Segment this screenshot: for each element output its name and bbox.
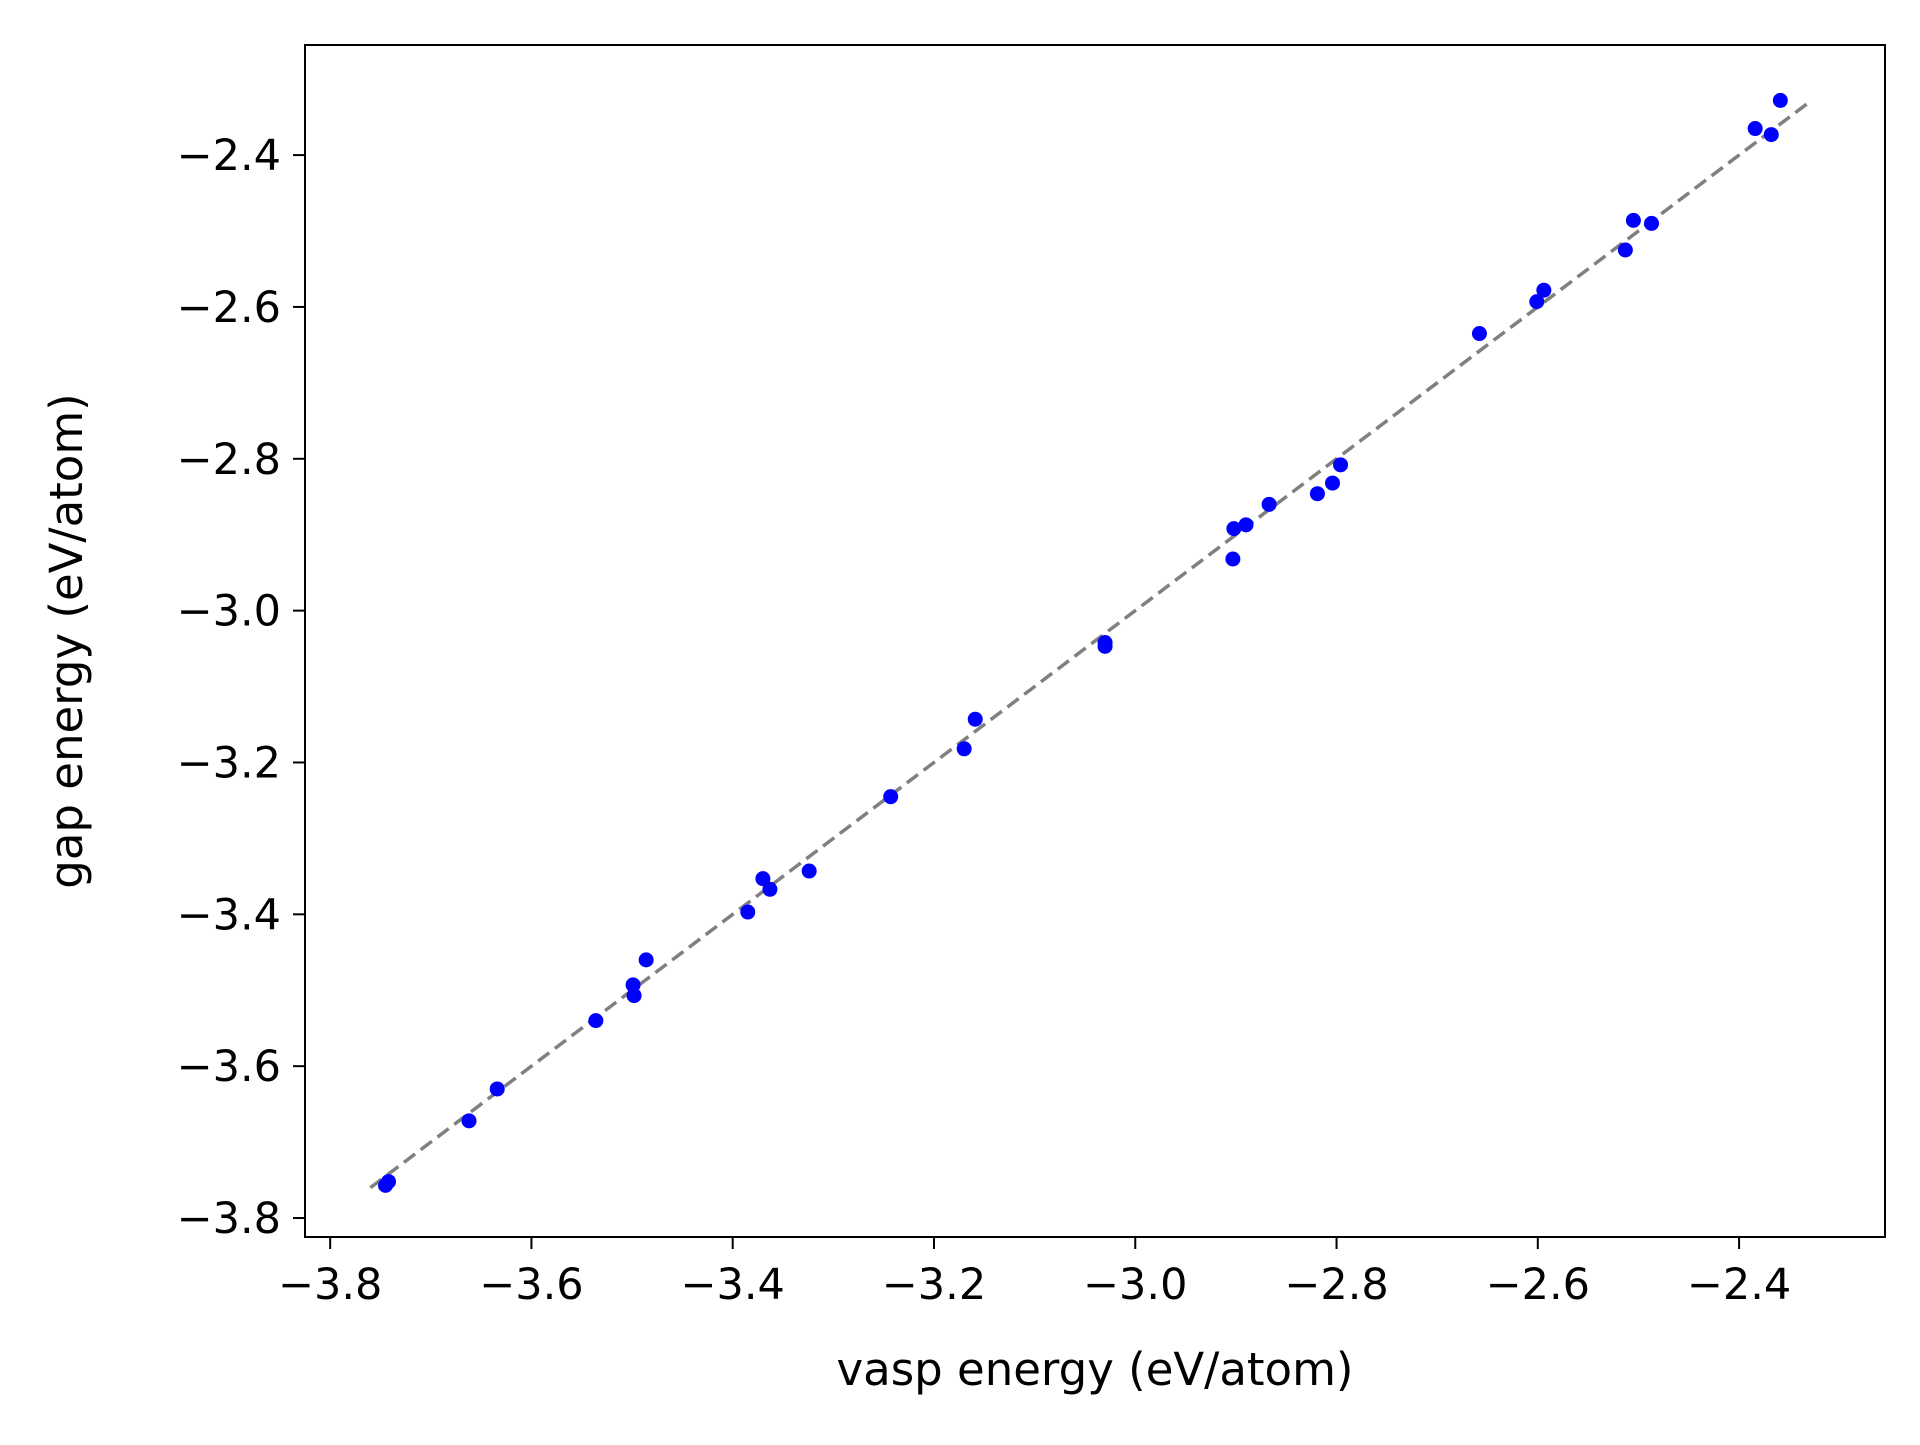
data-point-14 <box>956 741 972 757</box>
data-point-30 <box>1644 215 1660 231</box>
data-points <box>378 92 1788 1193</box>
reference-line <box>369 100 1811 1190</box>
data-point-17 <box>1097 638 1113 654</box>
x-tick-label: −2.8 <box>1284 1260 1388 1310</box>
plot-frame <box>304 44 1886 1238</box>
y-tick-label: −3.4 <box>177 890 281 940</box>
x-tick-label: −2.4 <box>1687 1260 1791 1310</box>
data-point-21 <box>1261 496 1277 512</box>
y-tick-label: −3.0 <box>177 587 281 637</box>
data-point-9 <box>740 904 756 920</box>
y-tick-label: −2.4 <box>177 131 281 181</box>
y-tick-label: −3.2 <box>177 738 281 788</box>
x-tick-label: −2.6 <box>1486 1260 1590 1310</box>
data-point-25 <box>1471 326 1487 342</box>
data-point-28 <box>1617 242 1633 258</box>
x-tick-label: −3.4 <box>680 1260 784 1310</box>
data-point-18 <box>1226 521 1242 537</box>
data-point-11 <box>762 881 778 897</box>
data-point-2 <box>378 1177 394 1193</box>
data-point-13 <box>883 789 899 805</box>
data-point-20 <box>1225 551 1241 567</box>
data-point-10 <box>755 871 771 887</box>
data-point-12 <box>801 863 817 879</box>
data-point-22 <box>1309 486 1325 502</box>
y-axis: −3.8 −3.6 −3.4 −3.2 −3.0 −2.8 −2.6 −2.4 <box>177 131 305 1244</box>
data-point-5 <box>588 1013 604 1029</box>
data-point-32 <box>1763 127 1779 143</box>
x-tick-label: −3.2 <box>882 1260 986 1310</box>
data-point-33 <box>1772 92 1788 108</box>
data-point-3 <box>461 1113 477 1129</box>
data-point-4 <box>489 1081 505 1097</box>
y-tick-label: −2.6 <box>177 283 281 333</box>
data-point-29 <box>1625 212 1641 228</box>
x-axis-label: vasp energy (eV/atom) <box>837 1343 1354 1396</box>
data-point-7 <box>626 988 642 1004</box>
x-tick-label: −3.6 <box>479 1260 583 1310</box>
data-point-15 <box>967 711 983 727</box>
data-point-27 <box>1536 282 1552 298</box>
data-point-26 <box>1529 294 1545 310</box>
x-tick-label: −3.8 <box>278 1260 382 1310</box>
y-tick-label: −3.6 <box>177 1042 281 1092</box>
data-point-23 <box>1325 475 1341 491</box>
x-tick-label: −3.0 <box>1083 1260 1187 1310</box>
data-point-31 <box>1747 121 1763 137</box>
data-point-19 <box>1238 517 1254 533</box>
y-tick-label: −2.8 <box>177 435 281 485</box>
data-point-8 <box>638 952 654 968</box>
data-point-24 <box>1333 457 1349 473</box>
y-tick-label: −3.8 <box>177 1194 281 1244</box>
y-axis-label: gap energy (eV/atom) <box>40 393 93 888</box>
x-axis: −3.8 −3.6 −3.4 −3.2 −3.0 −2.8 −2.6 −2.4 <box>278 1237 1791 1310</box>
